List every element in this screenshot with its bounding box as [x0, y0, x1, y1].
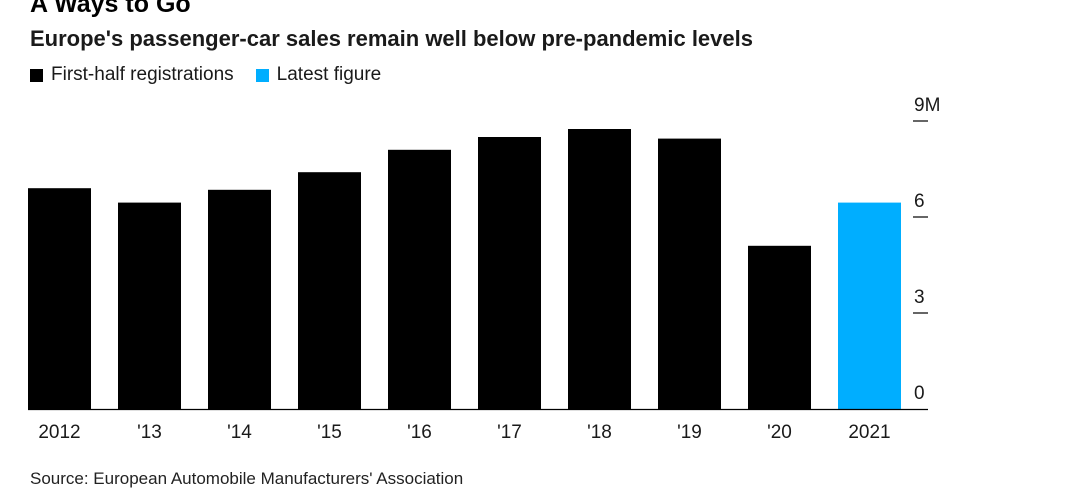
legend-item-first-half: First-half registrations	[30, 64, 234, 86]
x-tick-label: '16	[407, 422, 432, 443]
chart-subtitle: Europe's passenger-car sales remain well…	[30, 26, 753, 51]
legend-label-latest: Latest figure	[276, 64, 382, 85]
y-tick-label: 3	[914, 287, 925, 308]
bar-2021	[838, 202, 901, 409]
x-tick-label: '17	[497, 422, 522, 443]
y-tick-label: 0	[914, 383, 925, 404]
bar-19	[658, 138, 721, 409]
x-tick-label: '18	[587, 422, 612, 443]
x-tick-label: 2012	[38, 422, 80, 443]
x-tick-label: '19	[677, 422, 702, 443]
legend-swatch-latest	[255, 68, 269, 82]
bar-18	[568, 129, 631, 409]
bar-16	[388, 149, 451, 410]
x-tick-label: 2021	[848, 422, 890, 443]
y-tick-label: 6	[914, 191, 925, 212]
x-tick-label: '15	[317, 422, 342, 443]
legend-swatch-first-half	[30, 68, 43, 82]
chart-title: A Ways to Go	[30, 0, 191, 18]
legend: First-half registrations Latest figure	[30, 64, 403, 86]
bar-14	[208, 189, 271, 409]
bar-13	[118, 202, 181, 409]
x-tick-label: '14	[227, 422, 252, 443]
bar-2012	[28, 188, 91, 409]
bar-20	[748, 245, 811, 409]
bar-17	[478, 137, 541, 409]
x-tick-label: '20	[767, 422, 792, 443]
legend-label-first-half: First-half registrations	[51, 64, 234, 85]
legend-item-latest: Latest figure	[255, 64, 382, 86]
x-tick-label: '13	[137, 422, 162, 443]
source-note: Source: European Automobile Manufacturer…	[30, 469, 464, 488]
y-tick-label: 9M	[914, 95, 940, 116]
bar-15	[298, 172, 361, 409]
